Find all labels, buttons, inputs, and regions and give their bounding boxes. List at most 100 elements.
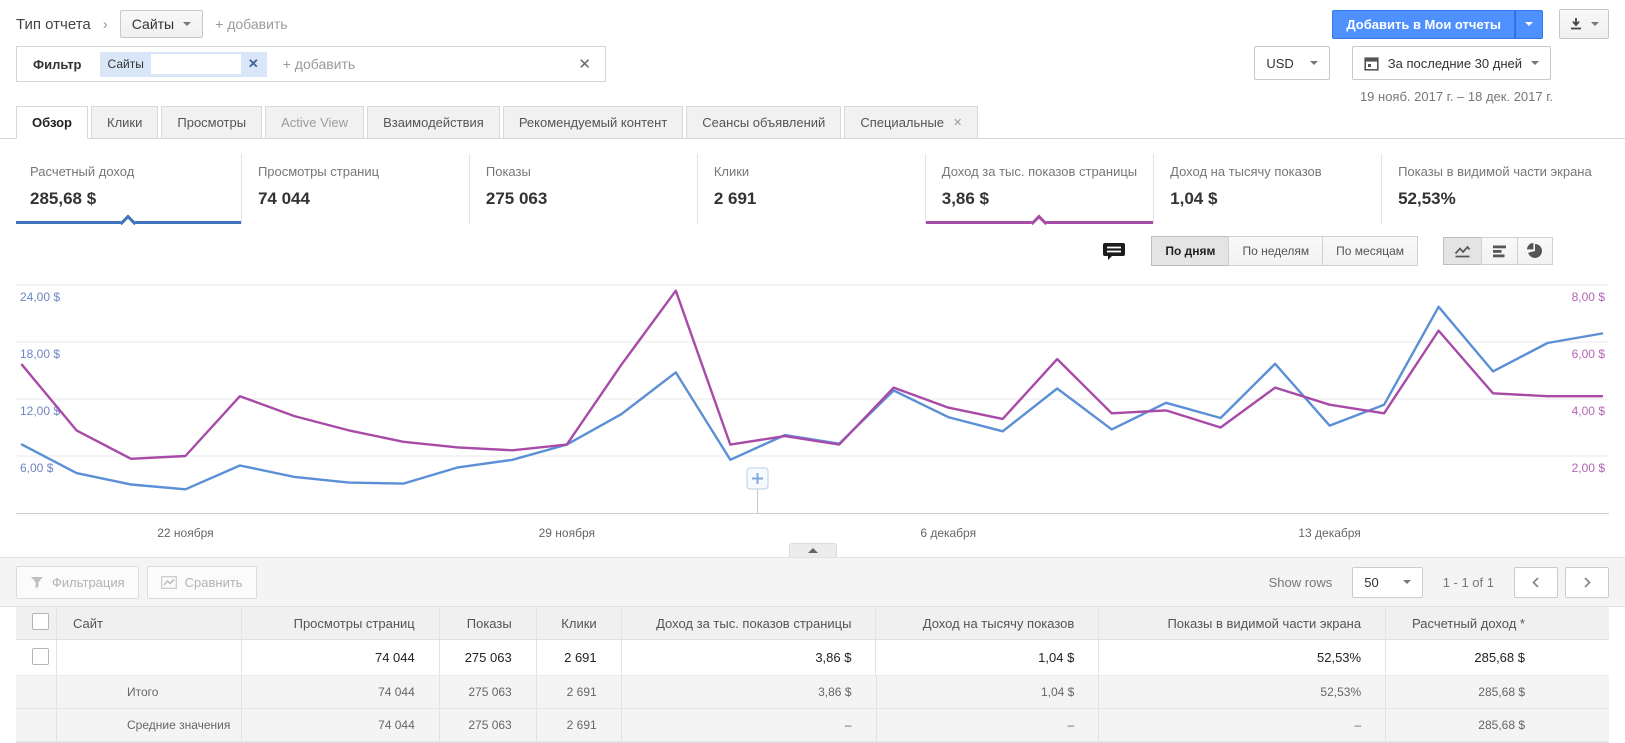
chip-close-icon[interactable]: ✕ (247, 56, 259, 71)
metric-label: Показы в видимой части экрана (1398, 164, 1592, 179)
tab-label: Active View (281, 115, 349, 130)
tab-6[interactable]: Рекомендуемый контент (502, 106, 684, 139)
metric-label: Клики (713, 164, 750, 179)
total-row-cell: 52,53% (1098, 676, 1385, 708)
rows-per-page-value: 50 (1364, 574, 1379, 590)
next-page-button[interactable] (1565, 566, 1609, 598)
metric-value: 2 691 (713, 189, 757, 208)
table-header-col[interactable]: Доход на тысячу показов (875, 607, 1098, 639)
bar-chart-button[interactable] (1481, 237, 1518, 265)
add-report-type-link[interactable]: + добавить (215, 16, 288, 32)
results-table: Сайт Просмотры страниц Показы Клики Доход за… (16, 607, 1609, 743)
tab-2[interactable]: Клики (91, 106, 159, 139)
pie-chart-button[interactable] (1517, 237, 1553, 265)
right-axis-tick-label: 6,00 $ (1572, 347, 1606, 361)
metric-card-1[interactable]: Расчетный доход 285,68 $ (16, 154, 241, 232)
metric-value: 1,04 $ (1170, 189, 1218, 208)
date-range-dropdown[interactable]: За последние 30 дней (1351, 46, 1551, 80)
tab-5[interactable]: Взаимодействия (367, 106, 500, 139)
clear-filters-icon[interactable]: ✕ (578, 56, 591, 73)
granularity-2-button[interactable]: По неделям (1228, 236, 1324, 266)
filter-label: Фильтр (33, 56, 82, 72)
filter-rows-button[interactable]: Фильтрация (16, 565, 139, 599)
metric-card-2[interactable]: Просмотры страниц 74 044 (240, 154, 469, 224)
tab-close-icon[interactable]: ✕ (953, 117, 963, 129)
total-row: Итого 74 044 275 063 2 691 3,86 $1,04 $52,53… (16, 676, 1609, 709)
row-checkbox[interactable] (32, 647, 49, 665)
tab-4[interactable]: Active View (265, 106, 365, 139)
metric-card-6[interactable]: Доход на тысячу показов 1,04 $ (1153, 154, 1381, 224)
calendar-icon (1364, 56, 1379, 71)
table-header-col[interactable]: Показы (438, 607, 536, 639)
metric-label: Расчетный доход (30, 164, 135, 179)
add-filter-link[interactable]: + добавить (282, 56, 356, 72)
currency-dropdown[interactable]: USD (1254, 46, 1330, 80)
left-axis-tick-label: 24,00 $ (20, 290, 60, 304)
report-tabs: Обзор Клики Просмотры Active View Взаимодейс… (0, 106, 1625, 139)
filter-box: Фильтр Сайты ✕ + добавить ✕ (16, 46, 606, 82)
tab-7[interactable]: Сеансы объявлений (686, 106, 842, 139)
table-header-col[interactable]: Показы в видимой части экрана (1098, 607, 1385, 639)
download-icon (1571, 18, 1581, 30)
pager (1514, 566, 1609, 598)
chart-x-tick-label: 22 ноября (157, 526, 214, 540)
metric-card-4[interactable]: Клики 2 691 (696, 154, 925, 224)
filter-chip-input[interactable] (150, 54, 241, 74)
breadcrumb: Тип отчета › Сайты + добавить (16, 10, 288, 38)
average-row-cell: – (1098, 709, 1385, 741)
chevron-down-icon (1402, 580, 1411, 584)
tab-8[interactable]: Специальные ✕ (844, 106, 979, 139)
download-button[interactable] (1559, 9, 1609, 39)
table-zone: Фильтрация Сравнить Show rows 50 1 - 1 o… (0, 557, 1625, 743)
line-chart-button[interactable] (1443, 237, 1482, 265)
table-header-col[interactable]: Клики (535, 607, 621, 639)
tab-label: Взаимодействия (383, 115, 484, 130)
rows-per-page-dropdown[interactable]: 50 (1352, 566, 1423, 598)
tab-3[interactable]: Просмотры (161, 106, 263, 139)
chart-controls: По дням По неделям По месяцам (16, 236, 1553, 266)
chart-x-tick-label: 6 декабря (920, 526, 977, 540)
table-row[interactable]: 74 044 275 063 2 691 3,86 $1,04 $52,53% 285,… (16, 640, 1609, 676)
metric-value: 275 063 (485, 189, 548, 208)
metric-card-5[interactable]: Доход за тыс. показов страницы 3,86 $ (924, 154, 1154, 232)
metric-selected-notch (119, 214, 137, 232)
row-range-label: 1 - 1 of 1 (1442, 574, 1494, 590)
table-cell: 285,68 $ (1385, 640, 1609, 675)
bar-chart-icon (1493, 245, 1506, 257)
metric-card-3[interactable]: Показы 275 063 (468, 154, 697, 224)
filter-chip-sites[interactable]: Сайты ✕ (99, 51, 267, 77)
pie-chart-icon (1527, 243, 1542, 258)
total-row-cell: 2 691 (535, 676, 621, 708)
previous-page-button[interactable] (1514, 566, 1558, 598)
chevron-right-icon (1584, 576, 1591, 588)
table-header-col[interactable]: Сайт (56, 607, 241, 639)
granularity-1-button[interactable]: По дням (1151, 236, 1230, 266)
metric-value: 52,53% (1398, 189, 1456, 208)
tab-1[interactable]: Обзор (16, 106, 88, 139)
total-row-cell: 285,68 $ (1385, 676, 1609, 708)
table-cell: 275 063 (438, 640, 536, 675)
table-header-row: Сайт Просмотры страниц Показы Клики Доход за… (16, 607, 1609, 640)
table-header-col[interactable]: Расчетный доход * (1385, 607, 1609, 639)
table-cell: 3,86 $ (620, 640, 876, 675)
compare-button[interactable]: Сравнить (146, 565, 257, 599)
report-type-dropdown[interactable]: Сайты (119, 10, 204, 38)
pagination-controls: Show rows 50 1 - 1 of 1 (1269, 566, 1609, 598)
add-to-my-reports-menu-button[interactable] (1515, 9, 1543, 39)
collapse-chart-button[interactable] (788, 543, 837, 557)
total-row-cell: 1,04 $ (875, 676, 1099, 708)
annotations-button[interactable] (1102, 242, 1126, 261)
granularity-3-button[interactable]: По месяцам (1322, 236, 1418, 266)
metric-selected-notch (1030, 214, 1048, 232)
add-to-my-reports-button[interactable]: Добавить в Мои отчеты (1332, 9, 1515, 39)
total-row-cell: 3,86 $ (620, 676, 876, 708)
tab-label: Просмотры (177, 115, 247, 130)
chevron-down-icon (1309, 61, 1318, 65)
chevron-down-icon (1531, 61, 1539, 65)
average-row-cell: Средние значения (56, 709, 241, 741)
metric-card-7[interactable]: Показы в видимой части экрана 52,53% (1381, 154, 1609, 224)
table-header-col[interactable]: Доход за тыс. показов страницы (620, 607, 876, 639)
table-header-col[interactable]: Просмотры страниц (240, 607, 439, 639)
select-all-checkbox[interactable] (32, 613, 49, 630)
metric-label: Показы (485, 164, 531, 179)
